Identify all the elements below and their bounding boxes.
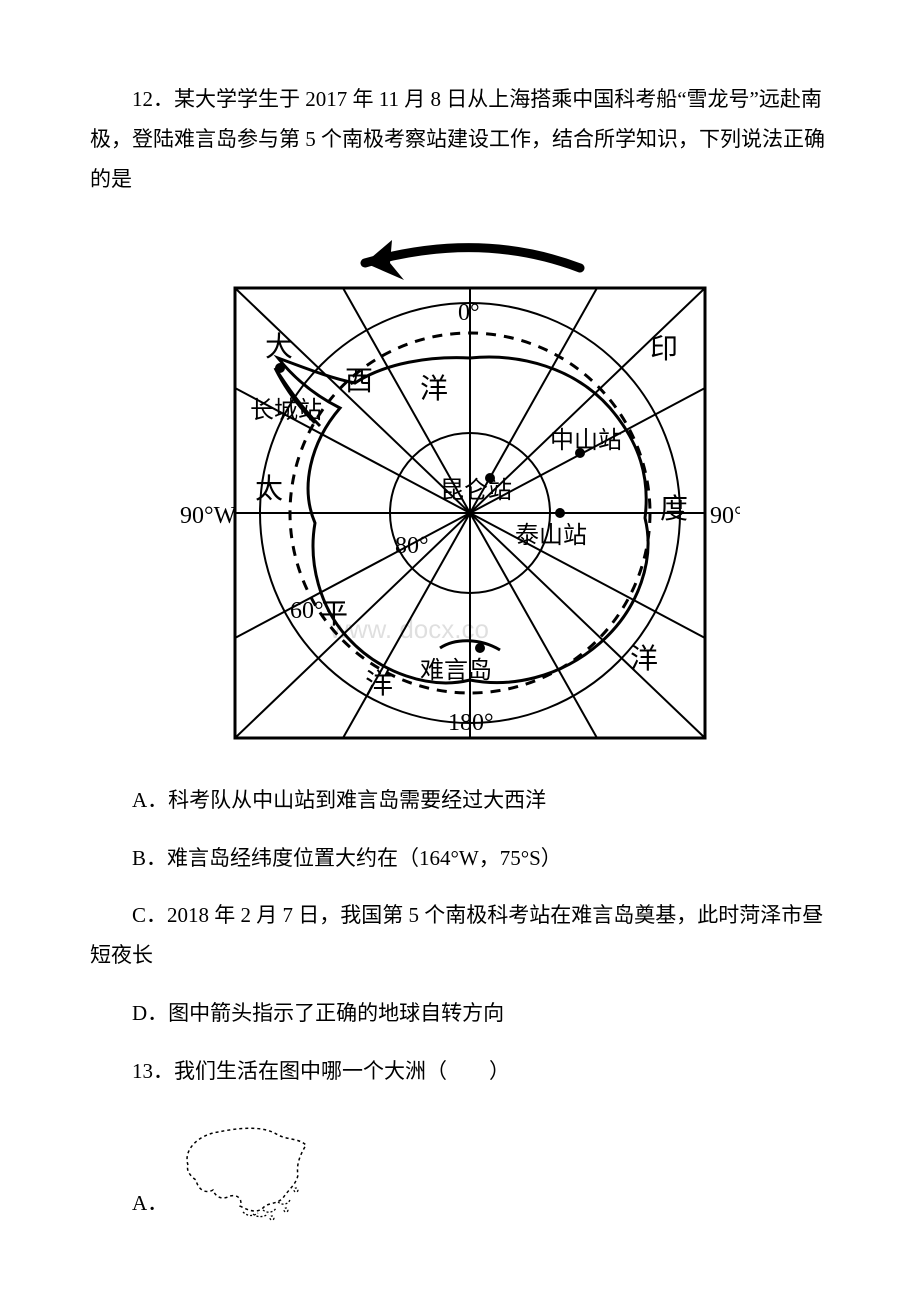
station-zhongshan: 中山站: [550, 427, 622, 454]
label-80s: 80°: [395, 533, 429, 559]
label-90e: 90°E: [710, 503, 740, 529]
q12-option-d: D．图中箭头指示了正确的地球自转方向: [90, 994, 830, 1034]
q12-option-b: B．难言岛经纬度位置大约在（164°W，75°S）: [90, 839, 830, 879]
q13-option-a-figure: [168, 1110, 318, 1230]
label-180: 180°: [448, 710, 494, 736]
station-kunlun: 昆仑站: [440, 477, 512, 504]
ocean-pacific-1: 太: [255, 473, 283, 505]
station-nanyan: 难言岛: [420, 657, 492, 684]
ocean-indian-2: 度: [660, 493, 688, 525]
ocean-indian-3: 洋: [630, 643, 658, 675]
ocean-pacific-3: 洋: [365, 668, 393, 700]
q13-stem: 13．我们生活在图中哪一个大洲（ ）: [90, 1052, 830, 1092]
station-changcheng: 长城站: [250, 397, 322, 424]
ocean-atlantic-3: 洋: [420, 373, 448, 405]
ocean-atlantic-2: 西: [345, 366, 373, 397]
q13-option-a-label: A．: [132, 1191, 168, 1215]
station-taishan: 泰山站: [515, 522, 587, 549]
rotation-arrow-icon: [365, 240, 580, 280]
label-60s: 60°: [290, 598, 324, 624]
ocean-atlantic-1: 大: [265, 331, 293, 363]
label-0deg: 0°: [458, 300, 480, 326]
q12-option-a: A．科考队从中山站到难言岛需要经过大西洋: [90, 781, 830, 821]
q12-figure: 大 西 洋 印 度 洋 太 平 洋 长城站 昆仑站 中山站 泰山站 难言岛 0°…: [90, 218, 830, 763]
q12-stem: 12．某大学学生于 2017 年 11 月 8 日从上海搭乘中国科考船“雪龙号”…: [90, 80, 830, 200]
watermark-text: www. docx.co: [329, 614, 489, 644]
ocean-indian-1: 印: [650, 334, 678, 365]
q12-option-c: C．2018 年 2 月 7 日，我国第 5 个南极科考站在难言岛奠基，此时菏泽…: [90, 896, 830, 976]
label-90w: 90°W: [180, 503, 237, 529]
